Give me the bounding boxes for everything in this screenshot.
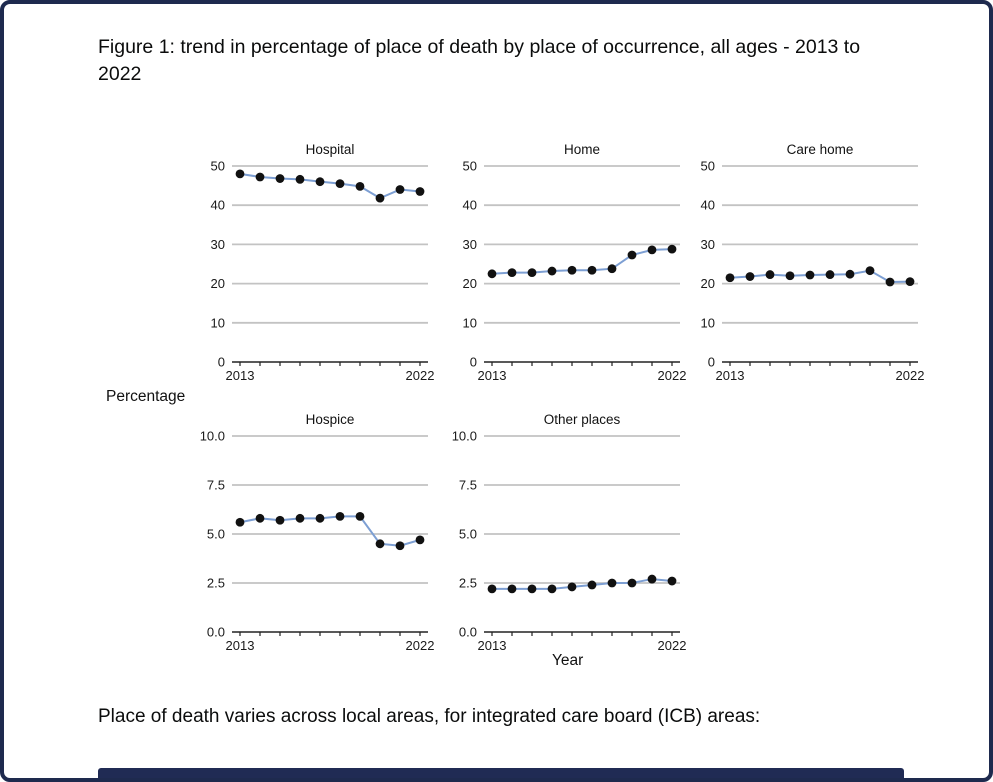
svg-text:10: 10 <box>211 315 225 330</box>
chart-hospice: 0.0 2.5 5.0 7.5 10.0 2013 2022 Hospice <box>200 412 435 653</box>
svg-text:Hospice: Hospice <box>306 412 355 427</box>
svg-text:20: 20 <box>701 276 715 291</box>
svg-text:50: 50 <box>211 159 225 174</box>
chart-hospital: 0 10 20 30 40 50 2013 2022 Hospital <box>211 142 435 383</box>
svg-text:0.0: 0.0 <box>207 625 225 640</box>
svg-text:2013: 2013 <box>716 368 745 383</box>
svg-text:10: 10 <box>701 315 715 330</box>
svg-text:5.0: 5.0 <box>459 527 477 542</box>
body-text: Place of death varies across local areas… <box>98 706 761 727</box>
figure-title: Figure 1: trend in percentage of place o… <box>98 36 861 86</box>
svg-text:0.0: 0.0 <box>459 625 477 640</box>
y-axis-label: Percentage <box>106 388 186 405</box>
svg-text:30: 30 <box>701 237 715 252</box>
svg-text:40: 40 <box>701 198 715 213</box>
chart-care-home: 0 10 20 30 40 50 2013 2022 Care home <box>701 142 925 383</box>
svg-text:0: 0 <box>708 355 715 370</box>
svg-text:0: 0 <box>218 355 225 370</box>
svg-text:2022: 2022 <box>658 638 687 653</box>
next-section-partial <box>98 768 904 778</box>
svg-text:Hospital: Hospital <box>306 142 355 157</box>
svg-text:7.5: 7.5 <box>459 478 477 493</box>
chart-home: 0 10 20 30 40 50 2013 2022 Home <box>463 142 687 383</box>
svg-text:2013: 2013 <box>478 638 507 653</box>
svg-text:20: 20 <box>211 276 225 291</box>
svg-text:7.5: 7.5 <box>207 478 225 493</box>
svg-text:Care home: Care home <box>787 142 854 157</box>
x-axis-label: Year <box>552 652 584 669</box>
svg-text:20: 20 <box>463 276 477 291</box>
svg-text:50: 50 <box>463 159 477 174</box>
chart-other-places: 0.0 2.5 5.0 7.5 10.0 2013 2022 Other places <box>452 412 687 653</box>
svg-text:2022: 2022 <box>658 368 687 383</box>
svg-text:2022: 2022 <box>406 368 435 383</box>
svg-text:10.0: 10.0 <box>452 429 477 444</box>
svg-text:2013: 2013 <box>478 368 507 383</box>
svg-text:Home: Home <box>564 142 600 157</box>
svg-text:2022: 2022 <box>406 638 435 653</box>
svg-text:30: 30 <box>463 237 477 252</box>
svg-text:2.5: 2.5 <box>207 576 225 591</box>
svg-text:5.0: 5.0 <box>207 527 225 542</box>
svg-text:2022: 2022 <box>896 368 925 383</box>
svg-text:40: 40 <box>211 198 225 213</box>
svg-text:30: 30 <box>211 237 225 252</box>
svg-text:10: 10 <box>463 315 477 330</box>
svg-text:50: 50 <box>701 159 715 174</box>
svg-text:Other places: Other places <box>544 412 621 427</box>
svg-text:0: 0 <box>470 355 477 370</box>
svg-text:2013: 2013 <box>226 638 255 653</box>
svg-text:2013: 2013 <box>226 368 255 383</box>
svg-text:2.5: 2.5 <box>459 576 477 591</box>
svg-text:40: 40 <box>463 198 477 213</box>
svg-text:10.0: 10.0 <box>200 429 225 444</box>
